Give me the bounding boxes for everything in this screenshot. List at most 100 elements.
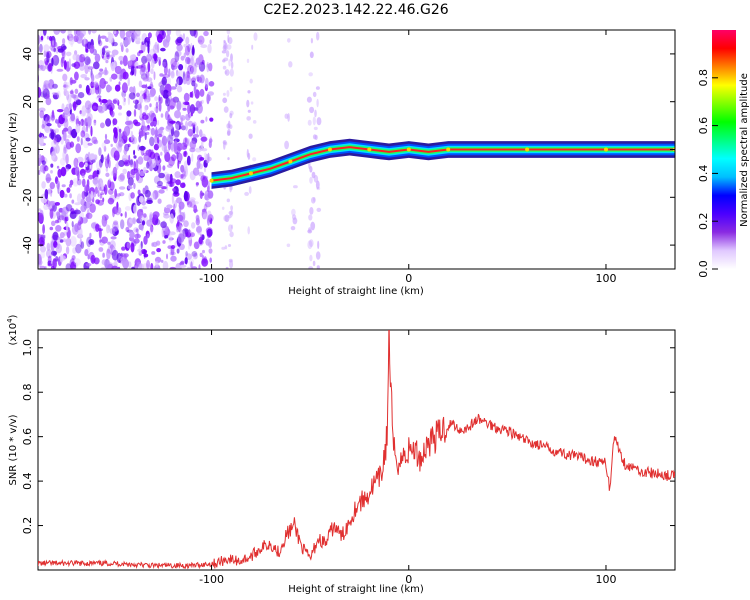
- noise-blob: [246, 58, 250, 64]
- noise-blob: [107, 241, 111, 245]
- noise-blob: [191, 251, 198, 257]
- noise-blob: [115, 211, 120, 216]
- noise-blob: [182, 107, 187, 111]
- noise-blob: [171, 69, 175, 77]
- noise-blob: [140, 208, 144, 213]
- noise-blob: [149, 110, 155, 118]
- noise-blob: [155, 219, 161, 226]
- noise-blob: [168, 234, 173, 243]
- noise-blob: [200, 136, 208, 142]
- noise-blob: [75, 54, 81, 64]
- noise-blob: [138, 80, 143, 88]
- noise-blob: [125, 144, 129, 149]
- noise-blob: [176, 103, 181, 110]
- noise-blob: [229, 185, 233, 191]
- noise-blob: [151, 128, 155, 133]
- noise-blob: [107, 32, 114, 44]
- noise-blob: [118, 160, 125, 167]
- noise-blob: [250, 101, 254, 105]
- noise-blob: [183, 43, 188, 48]
- noise-blob: [153, 107, 156, 112]
- noise-blob: [61, 184, 66, 188]
- noise-blob: [123, 125, 131, 137]
- noise-blob: [74, 223, 79, 233]
- noise-blob: [160, 221, 167, 229]
- noise-blob: [106, 247, 112, 254]
- noise-blob: [142, 77, 149, 82]
- noise-blob: [147, 93, 155, 98]
- noise-blob: [146, 53, 152, 62]
- noise-blob: [290, 226, 296, 231]
- noise-blob: [105, 118, 112, 127]
- noise-blob: [226, 130, 231, 136]
- noise-blob: [89, 44, 95, 54]
- noise-blob: [184, 61, 188, 70]
- noise-blob: [191, 153, 194, 162]
- noise-blob: [92, 105, 97, 110]
- noise-blob: [86, 208, 90, 219]
- noise-blob: [51, 92, 59, 96]
- noise-blob: [158, 58, 161, 67]
- noise-blob: [169, 213, 174, 224]
- noise-blob: [180, 55, 185, 61]
- y-tick-label: 1.0: [21, 339, 34, 357]
- noise-blob: [138, 214, 142, 220]
- noise-blob: [170, 86, 177, 90]
- noise-blob: [152, 44, 159, 54]
- noise-blob: [80, 74, 87, 79]
- noise-blob: [146, 197, 153, 203]
- noise-blob: [150, 112, 153, 124]
- noise-blob: [309, 207, 314, 215]
- noise-blob: [154, 96, 159, 102]
- noise-blob: [198, 61, 206, 72]
- noise-blob: [98, 247, 104, 252]
- noise-blob: [79, 110, 82, 115]
- noise-blob: [312, 260, 316, 266]
- noise-blob: [174, 132, 178, 140]
- noise-blob: [126, 110, 132, 117]
- noise-blob: [223, 57, 229, 62]
- noise-blob: [200, 119, 205, 124]
- noise-blob: [191, 46, 195, 56]
- noise-blob: [38, 34, 41, 45]
- noise-blob: [65, 153, 69, 165]
- noise-blob: [91, 159, 96, 163]
- noise-blob: [112, 118, 118, 126]
- noise-blob: [135, 56, 139, 62]
- y-tick-label: 0.6: [21, 428, 34, 446]
- noise-blob: [138, 145, 146, 151]
- noise-blob: [143, 99, 150, 103]
- noise-blob: [63, 81, 68, 92]
- noise-blob: [177, 159, 180, 169]
- x-tick-label: -100: [199, 272, 224, 285]
- noise-blob: [195, 182, 199, 186]
- noise-blob: [229, 260, 234, 269]
- noise-blob: [122, 168, 127, 175]
- noise-blob: [244, 191, 250, 196]
- noise-blob: [53, 251, 57, 257]
- noise-blob: [134, 121, 141, 127]
- noise-blob: [143, 248, 146, 259]
- noise-blob: [82, 121, 86, 126]
- noise-blob: [127, 185, 133, 190]
- noise-blob: [72, 101, 77, 111]
- noise-blob: [138, 263, 145, 269]
- noise-blob: [50, 250, 58, 256]
- noise-blob: [205, 116, 208, 122]
- noise-blob: [111, 73, 118, 80]
- noise-blob: [228, 224, 233, 232]
- noise-blob: [134, 66, 137, 77]
- noise-blob: [287, 38, 291, 43]
- noise-blob: [101, 99, 108, 104]
- noise-blob: [156, 33, 163, 43]
- noise-blob: [247, 90, 251, 94]
- noise-blob: [200, 44, 208, 49]
- noise-blob: [58, 215, 65, 221]
- noise-blob: [123, 159, 131, 167]
- noise-blob: [176, 43, 183, 52]
- noise-blob: [311, 197, 316, 204]
- noise-blob: [135, 37, 141, 42]
- noise-blob: [57, 236, 62, 240]
- noise-blob: [230, 53, 233, 62]
- noise-blob: [208, 81, 215, 87]
